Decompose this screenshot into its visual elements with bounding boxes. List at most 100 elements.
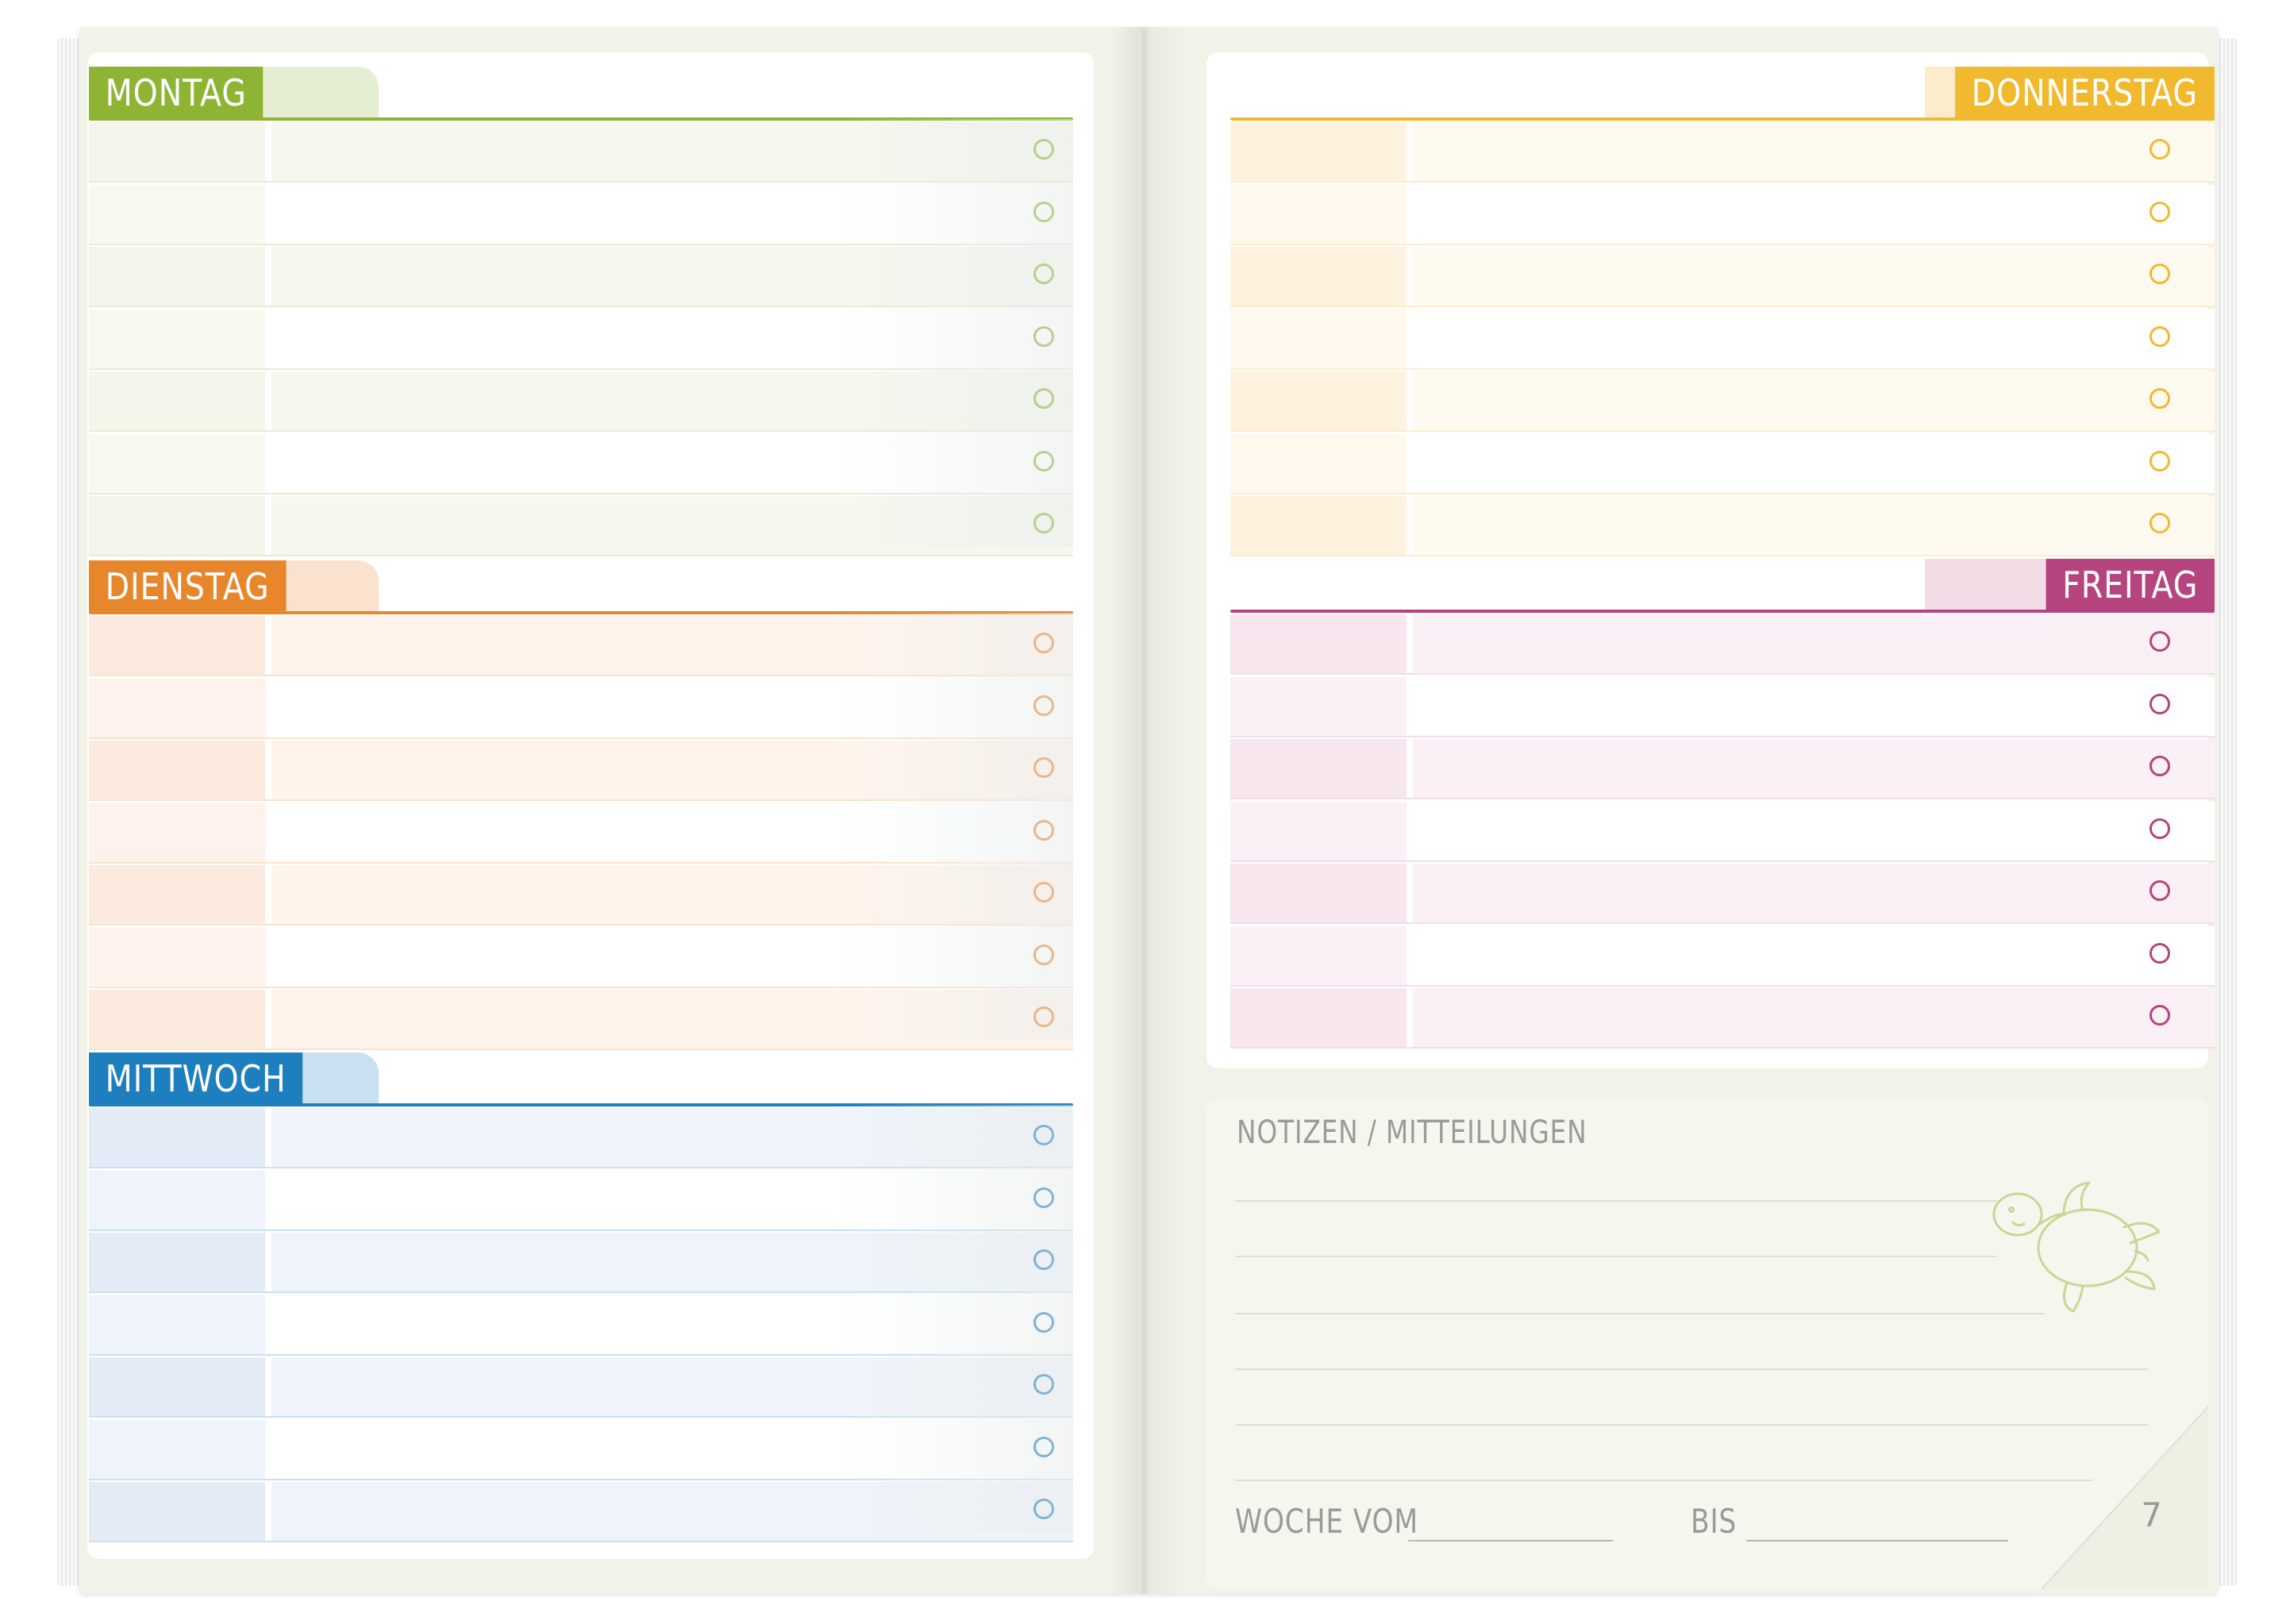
- time-slot-row[interactable]: [89, 1419, 1073, 1480]
- time-slot-row[interactable]: [1230, 184, 2215, 245]
- checkbox-circle[interactable]: [1033, 139, 1054, 160]
- checkbox-circle[interactable]: [2149, 693, 2170, 714]
- checkbox-circle[interactable]: [1033, 450, 1054, 471]
- time-slot-row[interactable]: [89, 1357, 1073, 1418]
- time-cell[interactable]: [89, 678, 265, 737]
- checkbox-circle[interactable]: [2149, 325, 2170, 347]
- entry-cell[interactable]: [271, 310, 1073, 368]
- checkbox-circle[interactable]: [1033, 819, 1054, 841]
- time-cell[interactable]: [89, 247, 265, 306]
- time-slot-row[interactable]: [89, 247, 1073, 307]
- entry-cell[interactable]: [271, 1295, 1073, 1354]
- time-cell[interactable]: [89, 741, 265, 799]
- checkbox-circle[interactable]: [1033, 1249, 1054, 1270]
- note-line[interactable]: [1235, 1368, 2148, 1370]
- checkbox-circle[interactable]: [1033, 757, 1054, 778]
- time-slot-row[interactable]: [1230, 433, 2215, 495]
- time-cell[interactable]: [89, 1357, 265, 1416]
- checkbox-circle[interactable]: [1033, 201, 1054, 222]
- entry-cell[interactable]: [271, 1357, 1073, 1416]
- time-cell[interactable]: [89, 433, 265, 493]
- entry-cell[interactable]: [1413, 185, 2215, 244]
- time-cell[interactable]: [1230, 309, 1407, 368]
- entry-cell[interactable]: [271, 990, 1073, 1049]
- checkbox-circle[interactable]: [2149, 756, 2170, 776]
- note-line[interactable]: [1235, 1313, 2045, 1314]
- entry-cell[interactable]: [271, 1171, 1073, 1230]
- time-cell[interactable]: [1230, 926, 1407, 985]
- time-slot-row[interactable]: [1230, 122, 2215, 183]
- checkbox-circle[interactable]: [1033, 882, 1054, 902]
- week-to-field[interactable]: [1746, 1540, 2008, 1541]
- time-slot-row[interactable]: [89, 433, 1073, 495]
- time-slot-row[interactable]: [1230, 801, 2215, 862]
- checkbox-circle[interactable]: [1033, 1187, 1054, 1208]
- entry-cell[interactable]: [271, 1233, 1073, 1291]
- time-cell[interactable]: [1230, 739, 1407, 798]
- entry-cell[interactable]: [271, 1420, 1073, 1479]
- time-slot-row[interactable]: [89, 1108, 1073, 1168]
- entry-cell[interactable]: [271, 185, 1073, 244]
- time-cell[interactable]: [89, 1482, 265, 1541]
- entry-cell[interactable]: [271, 371, 1073, 430]
- time-slot-row[interactable]: [1230, 926, 2215, 987]
- time-cell[interactable]: [1230, 433, 1407, 493]
- note-line[interactable]: [1235, 1256, 1997, 1257]
- checkbox-circle[interactable]: [1033, 513, 1054, 533]
- entry-cell[interactable]: [271, 434, 1073, 493]
- entry-cell[interactable]: [271, 247, 1073, 306]
- time-slot-row[interactable]: [89, 1170, 1073, 1231]
- entry-cell[interactable]: [271, 679, 1073, 737]
- entry-cell[interactable]: [271, 803, 1073, 862]
- checkbox-circle[interactable]: [1033, 1374, 1054, 1395]
- time-cell[interactable]: [89, 309, 265, 368]
- checkbox-circle[interactable]: [2149, 201, 2170, 222]
- entry-cell[interactable]: [271, 741, 1073, 799]
- time-cell[interactable]: [89, 990, 265, 1049]
- time-slot-row[interactable]: [89, 616, 1073, 676]
- time-cell[interactable]: [1230, 496, 1407, 555]
- checkbox-circle[interactable]: [2149, 450, 2170, 471]
- time-slot-row[interactable]: [89, 371, 1073, 432]
- entry-cell[interactable]: [1413, 434, 2215, 493]
- time-slot-row[interactable]: [1230, 247, 2215, 307]
- entry-cell[interactable]: [271, 122, 1073, 181]
- time-cell[interactable]: [89, 865, 265, 924]
- entry-cell[interactable]: [271, 1108, 1073, 1167]
- entry-cell[interactable]: [1413, 988, 2215, 1047]
- time-cell[interactable]: [1230, 988, 1407, 1047]
- time-cell[interactable]: [89, 122, 265, 181]
- checkbox-circle[interactable]: [1033, 1125, 1054, 1145]
- time-cell[interactable]: [1230, 184, 1407, 244]
- time-slot-row[interactable]: [1230, 614, 2215, 675]
- time-cell[interactable]: [1230, 676, 1407, 736]
- time-slot-row[interactable]: [1230, 988, 2215, 1049]
- note-line[interactable]: [1235, 1480, 2092, 1481]
- entry-cell[interactable]: [1413, 310, 2215, 368]
- time-cell[interactable]: [89, 1295, 265, 1354]
- time-slot-row[interactable]: [89, 741, 1073, 801]
- checkbox-circle[interactable]: [1033, 633, 1054, 653]
- time-cell[interactable]: [1230, 371, 1407, 430]
- time-cell[interactable]: [1230, 122, 1407, 181]
- time-slot-row[interactable]: [89, 496, 1073, 556]
- checkbox-circle[interactable]: [1033, 388, 1054, 409]
- entry-cell[interactable]: [271, 1482, 1073, 1541]
- time-slot-row[interactable]: [1230, 371, 2215, 432]
- note-line[interactable]: [1235, 1200, 1997, 1202]
- checkbox-circle[interactable]: [1033, 1499, 1054, 1519]
- checkbox-circle[interactable]: [2149, 942, 2170, 964]
- checkbox-circle[interactable]: [2149, 513, 2170, 533]
- time-slot-row[interactable]: [89, 122, 1073, 183]
- time-cell[interactable]: [89, 802, 265, 862]
- entry-cell[interactable]: [271, 865, 1073, 924]
- entry-cell[interactable]: [1413, 496, 2215, 555]
- time-cell[interactable]: [89, 371, 265, 430]
- entry-cell[interactable]: [1413, 614, 2215, 673]
- checkbox-circle[interactable]: [2149, 880, 2170, 901]
- time-slot-row[interactable]: [89, 927, 1073, 988]
- checkbox-circle[interactable]: [1033, 944, 1054, 965]
- week-from-field[interactable]: [1408, 1540, 1613, 1541]
- checkbox-circle[interactable]: [2149, 139, 2170, 160]
- entry-cell[interactable]: [1413, 739, 2215, 798]
